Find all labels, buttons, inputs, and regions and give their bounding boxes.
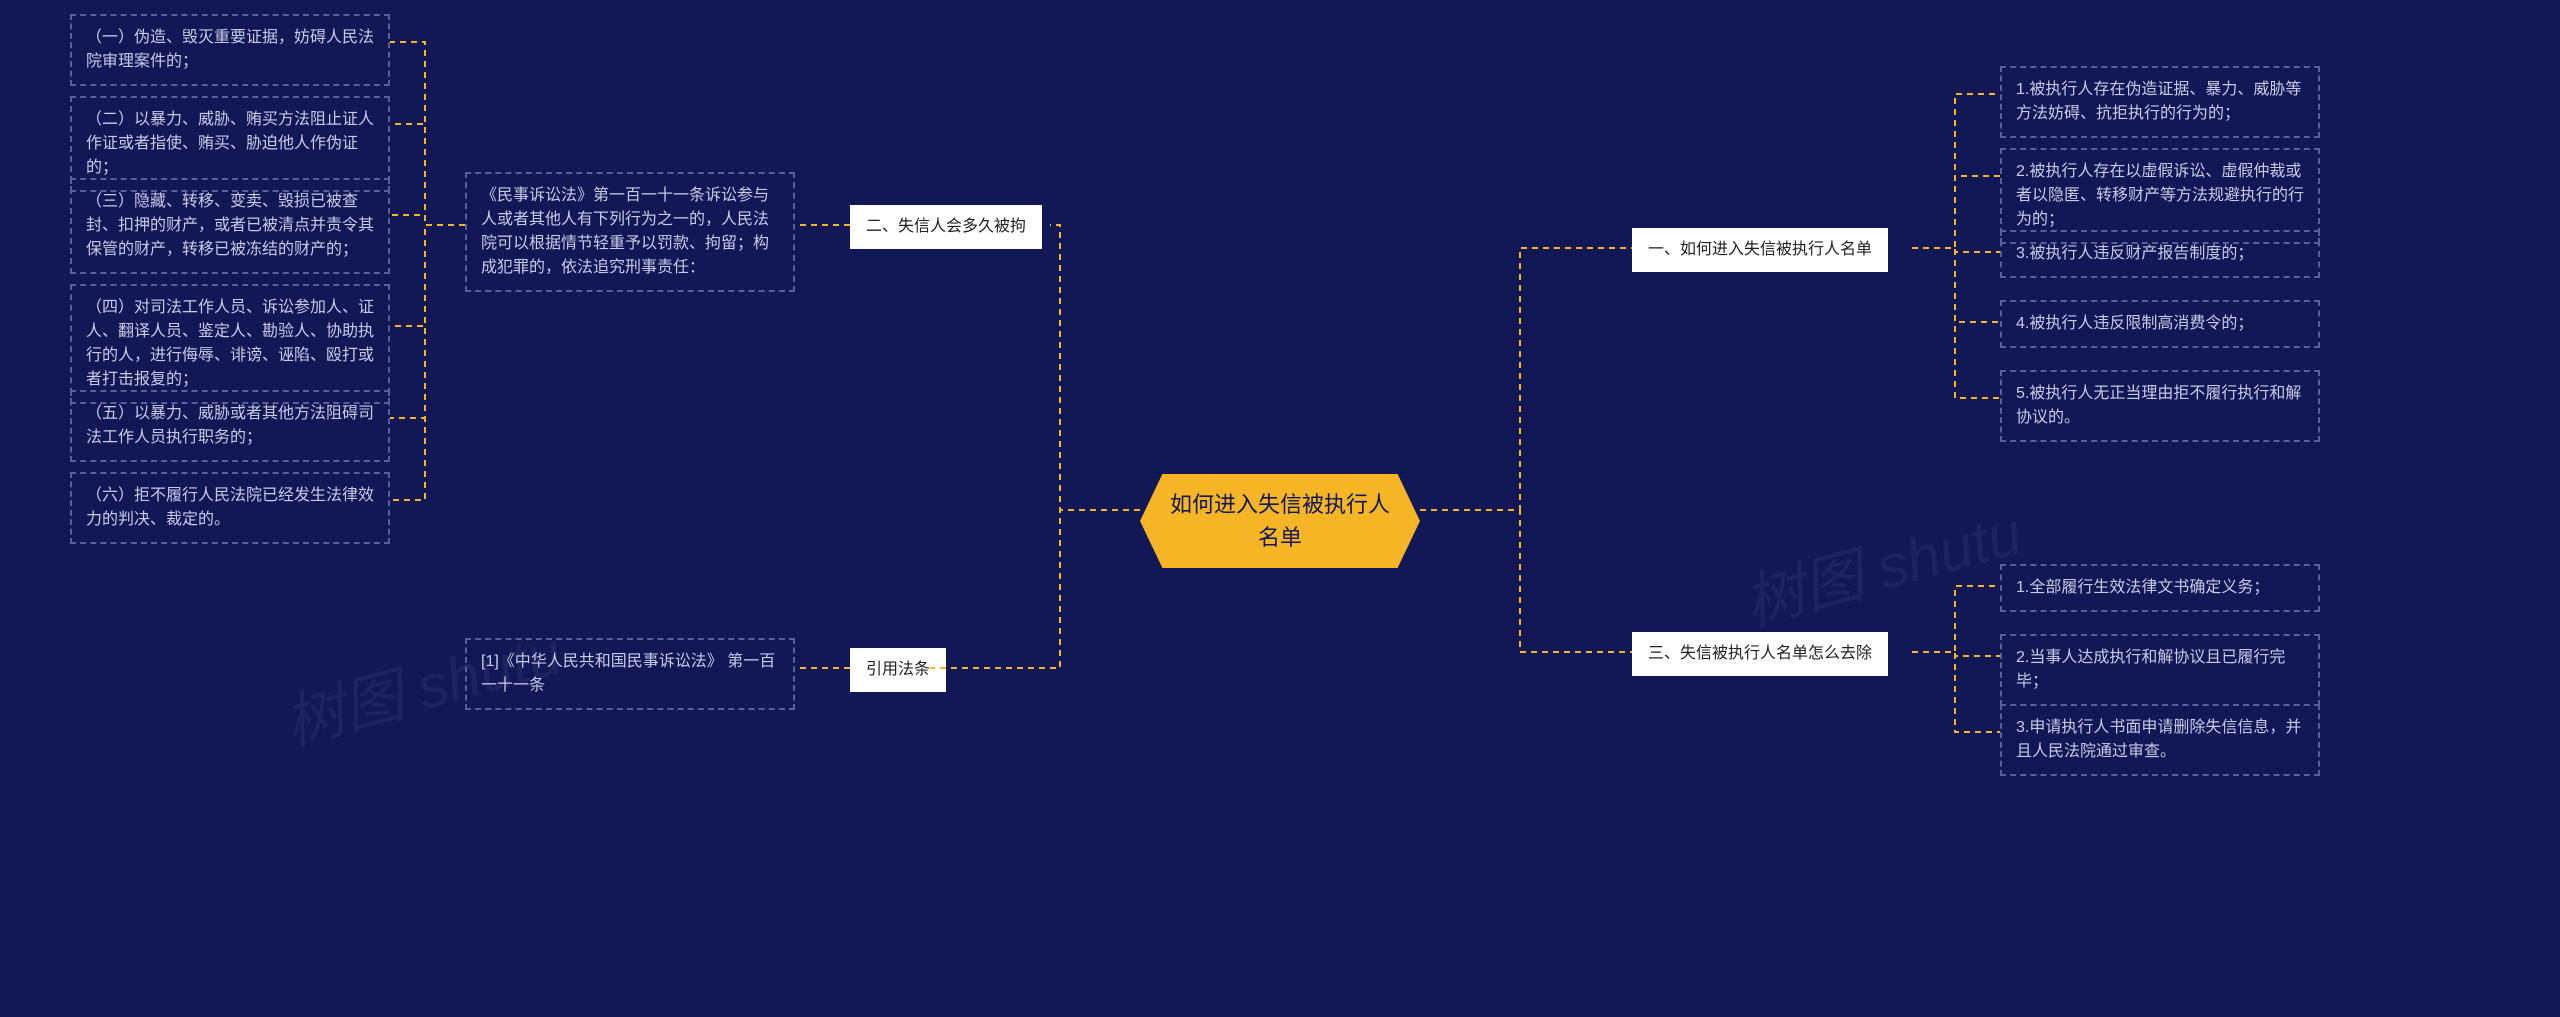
r3-item-1-text: 2.当事人达成执行和解协议且已履行完毕；	[2016, 649, 2285, 690]
l2-item-0-text: （一）伪造、毁灭重要证据，妨碍人民法院审理案件的；	[86, 29, 374, 70]
branch-r3-label: 三、失信被执行人名单怎么去除	[1648, 645, 1872, 662]
r1-item-2: 3.被执行人违反财产报告制度的；	[2000, 230, 2320, 278]
r1-item-4: 5.被执行人无正当理由拒不履行执行和解协议的。	[2000, 370, 2320, 442]
r1-item-3-text: 4.被执行人违反限制高消费令的；	[2016, 315, 2253, 332]
branch-l4: 引用法条	[850, 648, 946, 692]
l2-item-2: （三）隐藏、转移、变卖、毁损已被查封、扣押的财产，或者已被清点并责令其保管的财产…	[70, 178, 390, 274]
l2-intro-text: 《民事诉讼法》第一百一十一条诉讼参与人或者其他人有下列行为之一的，人民法院可以根…	[481, 187, 769, 276]
root-node: 如何进入失信被执行人名单	[1140, 474, 1420, 568]
l2-item-3-text: （四）对司法工作人员、诉讼参加人、证人、翻译人员、鉴定人、勘验人、协助执行的人，…	[86, 299, 374, 388]
l2-item-5: （六）拒不履行人民法院已经发生法律效力的判决、裁定的。	[70, 472, 390, 544]
l4-item-0-text: [1]《中华人民共和国民事诉讼法》 第一百一十一条	[481, 653, 775, 694]
l2-item-0: （一）伪造、毁灭重要证据，妨碍人民法院审理案件的；	[70, 14, 390, 86]
r3-item-0-text: 1.全部履行生效法律文书确定义务；	[2016, 579, 2269, 596]
r1-item-0-text: 1.被执行人存在伪造证据、暴力、威胁等方法妨碍、抗拒执行的行为的；	[2016, 81, 2301, 122]
r3-item-2-text: 3.申请执行人书面申请删除失信信息，并且人民法院通过审查。	[2016, 719, 2301, 760]
branch-r1-label: 一、如何进入失信被执行人名单	[1648, 241, 1872, 258]
watermark: 树图 shutu	[1734, 485, 2030, 642]
branch-r1: 一、如何进入失信被执行人名单	[1632, 228, 1888, 272]
l2-item-4: （五）以暴力、威胁或者其他方法阻碍司法工作人员执行职务的；	[70, 390, 390, 462]
r1-item-4-text: 5.被执行人无正当理由拒不履行执行和解协议的。	[2016, 385, 2301, 426]
branch-l4-label: 引用法条	[866, 661, 930, 678]
r3-item-1: 2.当事人达成执行和解协议且已履行完毕；	[2000, 634, 2320, 706]
l2-item-2-text: （三）隐藏、转移、变卖、毁损已被查封、扣押的财产，或者已被清点并责令其保管的财产…	[86, 193, 374, 258]
branch-l2-label: 二、失信人会多久被拘	[866, 218, 1026, 235]
r3-item-2: 3.申请执行人书面申请删除失信信息，并且人民法院通过审查。	[2000, 704, 2320, 776]
l2-intro: 《民事诉讼法》第一百一十一条诉讼参与人或者其他人有下列行为之一的，人民法院可以根…	[465, 172, 795, 292]
l2-item-5-text: （六）拒不履行人民法院已经发生法律效力的判决、裁定的。	[86, 487, 374, 528]
l2-item-1-text: （二）以暴力、威胁、贿买方法阻止证人作证或者指使、贿买、胁迫他人作伪证的；	[86, 111, 374, 176]
branch-l2: 二、失信人会多久被拘	[850, 205, 1042, 249]
l4-item-0: [1]《中华人民共和国民事诉讼法》 第一百一十一条	[465, 638, 795, 710]
branch-r3: 三、失信被执行人名单怎么去除	[1632, 632, 1888, 676]
r1-item-0: 1.被执行人存在伪造证据、暴力、威胁等方法妨碍、抗拒执行的行为的；	[2000, 66, 2320, 138]
l2-item-3: （四）对司法工作人员、诉讼参加人、证人、翻译人员、鉴定人、勘验人、协助执行的人，…	[70, 284, 390, 404]
r3-item-0: 1.全部履行生效法律文书确定义务；	[2000, 564, 2320, 612]
r1-item-3: 4.被执行人违反限制高消费令的；	[2000, 300, 2320, 348]
r1-item-1-text: 2.被执行人存在以虚假诉讼、虚假仲裁或者以隐匿、转移财产等方法规避执行的行为的；	[2016, 163, 2304, 228]
l2-item-4-text: （五）以暴力、威胁或者其他方法阻碍司法工作人员执行职务的；	[86, 405, 374, 446]
root-label: 如何进入失信被执行人名单	[1170, 492, 1390, 550]
r1-item-2-text: 3.被执行人违反财产报告制度的；	[2016, 245, 2253, 262]
